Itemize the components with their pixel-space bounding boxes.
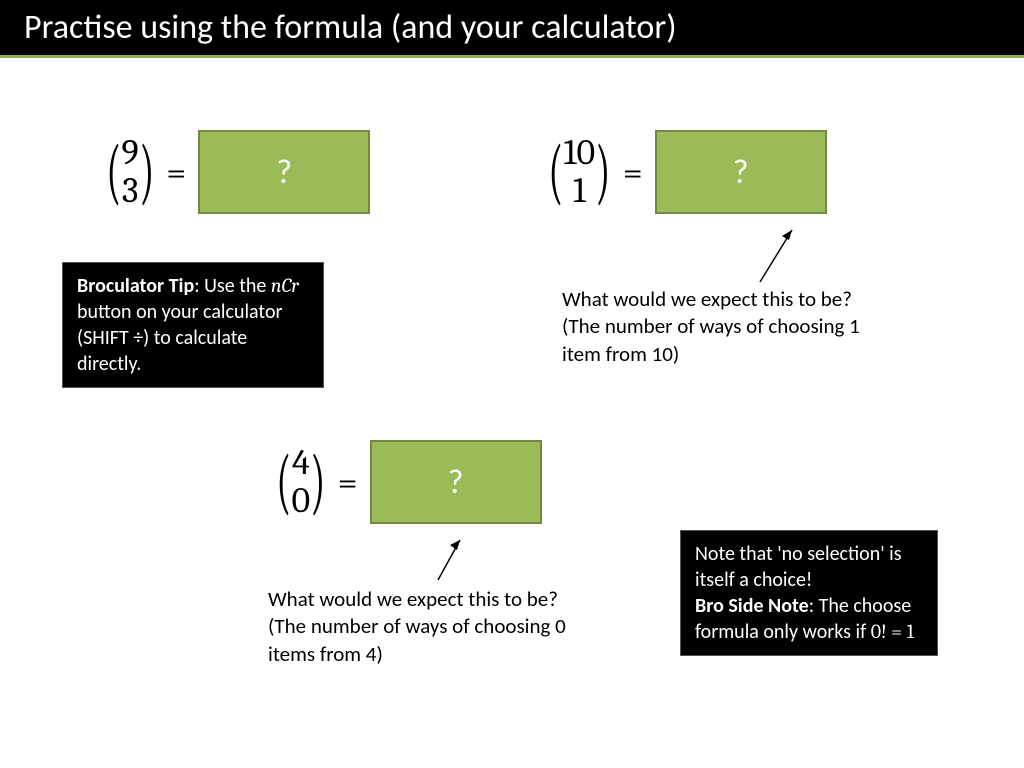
- binom-top: 10: [564, 134, 596, 172]
- answer-box-1[interactable]: ?: [198, 130, 370, 214]
- equals-sign: =: [623, 152, 643, 193]
- tip-text-2: button on your calculator (SHIFT ÷) to c…: [77, 300, 282, 376]
- caption-problem-3: What would we expect this to be? (The nu…: [268, 586, 568, 668]
- binom-bottom: 1: [573, 172, 586, 210]
- sidenote-line1: Note that 'no selection' is itself a cho…: [695, 542, 902, 592]
- answer-box-2[interactable]: ?: [655, 130, 827, 214]
- answer-box-3[interactable]: ?: [370, 440, 542, 524]
- tip-text-1: : Use the: [194, 274, 271, 298]
- answer-placeholder: ?: [448, 462, 464, 503]
- caption-text: What would we expect this to be? (The nu…: [562, 286, 860, 367]
- tip-label: Broculator Tip: [77, 274, 194, 298]
- tip-box-broculator: Broculator Tip: Use the nCr button on yo…: [62, 262, 324, 388]
- binomial-3: ( 4 0 ): [270, 444, 332, 520]
- tip-box-sidenote: Note that 'no selection' is itself a cho…: [680, 530, 938, 656]
- equals-sign: =: [338, 462, 358, 503]
- slide-title-text: Practise using the formula (and your cal…: [24, 7, 677, 48]
- equals-sign: =: [166, 152, 186, 193]
- problem-2: ( 10 1 ) = ?: [542, 130, 827, 214]
- tip-button-name: nCr: [271, 274, 299, 297]
- problem-3: ( 4 0 ) = ?: [270, 440, 542, 524]
- problem-1: ( 9 3 ) = ?: [100, 130, 370, 214]
- sidenote-math: 0! = 1: [871, 620, 914, 643]
- answer-placeholder: ?: [733, 152, 749, 193]
- arrow-to-answer-3: [430, 532, 470, 586]
- slide-title: Practise using the formula (and your cal…: [0, 0, 1024, 58]
- binomial-1: ( 9 3 ): [100, 134, 160, 210]
- binom-bottom: 0: [292, 482, 311, 520]
- answer-placeholder: ?: [276, 152, 292, 193]
- arrow-to-answer-2: [752, 222, 802, 288]
- caption-problem-2: What would we expect this to be? (The nu…: [562, 286, 862, 368]
- binomial-2: ( 10 1 ): [542, 134, 617, 210]
- binom-bottom: 3: [122, 172, 139, 210]
- caption-text: What would we expect this to be? (The nu…: [268, 586, 566, 667]
- sidenote-label: Bro Side Note: [695, 594, 809, 618]
- binom-top: 4: [292, 444, 310, 482]
- binom-top: 9: [122, 134, 139, 172]
